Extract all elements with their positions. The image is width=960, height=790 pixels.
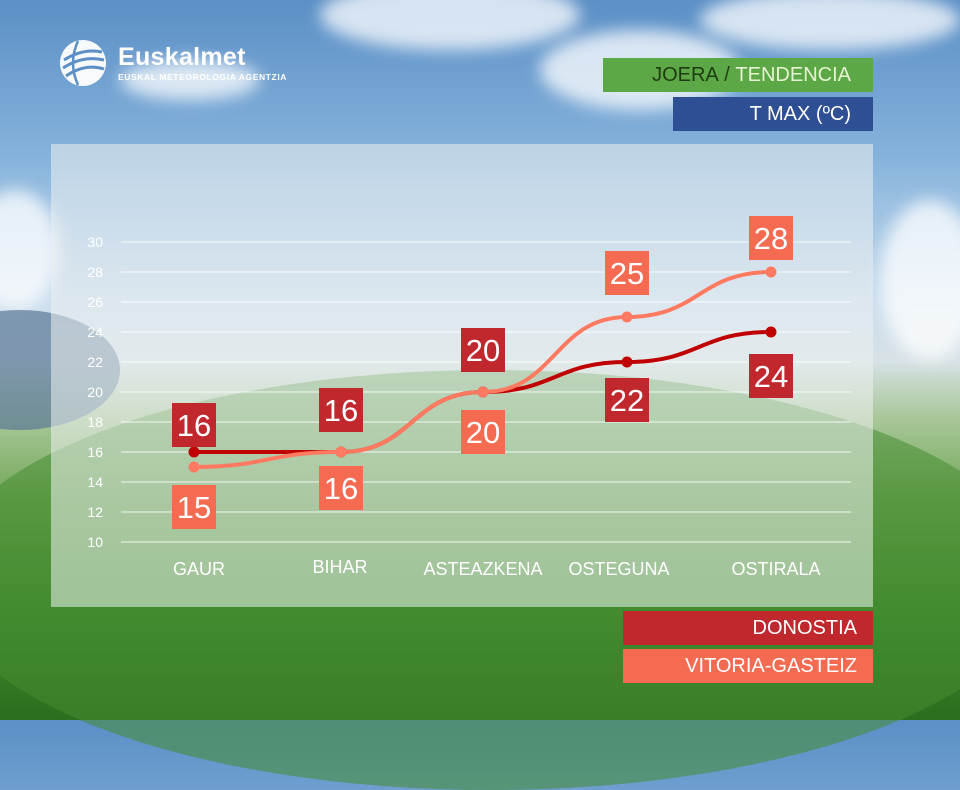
y-tick-label: 22 xyxy=(87,354,103,370)
data-label-box xyxy=(605,251,649,295)
data-label-box xyxy=(461,410,505,454)
y-tick-label: 18 xyxy=(87,414,103,430)
legend-vitoria-gasteiz: VITORIA-GASTEIZ xyxy=(623,649,873,683)
data-point xyxy=(188,461,200,473)
logo-title: Euskalmet xyxy=(118,43,246,71)
data-label: 16 xyxy=(177,408,211,443)
legend-donostia: DONOSTIA xyxy=(623,611,873,645)
data-point xyxy=(477,386,489,398)
data-label: 16 xyxy=(324,471,358,506)
data-label: 24 xyxy=(754,359,788,394)
x-tick-label: OSTIRALA xyxy=(731,559,820,579)
temperature-chart: 10 12 14 16 18 20 22 24 26 28 30 GAUR BIHAR ASTEAZKEN… xyxy=(87,216,851,579)
trend-separator: / xyxy=(718,63,736,86)
data-label: 20 xyxy=(466,415,500,450)
data-label: 15 xyxy=(177,490,211,525)
euskalmet-logo: Euskalmet EUSKAL METEOROLOGIA AGENTZIA xyxy=(58,38,287,88)
chart-panel: 10 12 14 16 18 20 22 24 26 28 30 GAUR BIHAR ASTEAZKEN… xyxy=(51,144,873,607)
y-tick-label: 24 xyxy=(87,324,103,340)
y-tick-label: 28 xyxy=(87,264,103,280)
data-point xyxy=(765,326,777,338)
data-label: 28 xyxy=(754,221,788,256)
x-tick-label: OSTEGUNA xyxy=(568,559,669,579)
trend-tag: JOERA / TENDENCIA xyxy=(603,58,873,92)
data-label: 20 xyxy=(466,333,500,368)
x-tick-label: ASTEAZKENA xyxy=(423,559,542,579)
data-point xyxy=(621,356,633,368)
globe-icon xyxy=(60,40,106,86)
data-point xyxy=(335,446,347,458)
trend-label-es: TENDENCIA xyxy=(735,63,851,86)
x-tick-label: BIHAR xyxy=(312,557,367,577)
data-point xyxy=(188,446,200,458)
y-tick-label: 16 xyxy=(87,444,103,460)
data-point xyxy=(765,266,777,278)
data-label-box xyxy=(172,485,216,529)
y-tick-label: 14 xyxy=(87,474,103,490)
y-tick-label: 12 xyxy=(87,504,103,520)
data-label-box xyxy=(172,403,216,447)
data-label-box xyxy=(461,328,505,372)
x-tick-label: GAUR xyxy=(173,559,225,579)
data-label-box xyxy=(749,354,793,398)
y-tick-label: 26 xyxy=(87,294,103,310)
data-label-box xyxy=(319,466,363,510)
logo-subtitle: EUSKAL METEOROLOGIA AGENTZIA xyxy=(118,72,288,82)
data-label: 25 xyxy=(610,256,644,291)
data-label-box xyxy=(605,378,649,422)
y-tick-label: 20 xyxy=(87,384,103,400)
data-label-box xyxy=(749,216,793,260)
y-tick-label: 30 xyxy=(87,234,103,250)
trend-label-eu: JOERA xyxy=(652,63,719,86)
data-label-box xyxy=(319,388,363,432)
data-point xyxy=(621,311,633,323)
variable-tag: T MAX (ºC) xyxy=(673,97,873,131)
y-tick-label: 10 xyxy=(87,534,103,550)
data-label: 22 xyxy=(610,383,644,418)
data-label: 16 xyxy=(324,393,358,428)
